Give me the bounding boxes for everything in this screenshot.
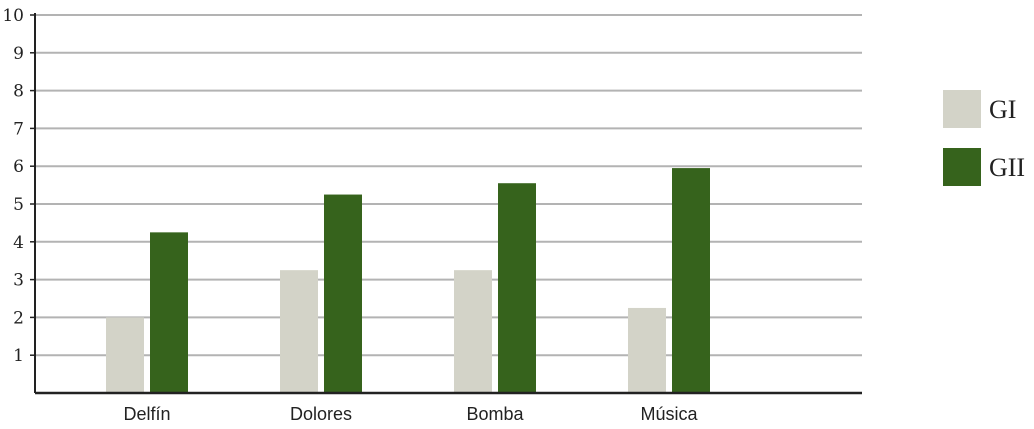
x-axis-ticks: Delfín Dolores Bomba Música xyxy=(123,404,698,424)
y-tick-label: 4 xyxy=(13,233,24,253)
bar-gii-2 xyxy=(498,183,536,393)
legend-swatch-gi xyxy=(943,90,981,128)
bars xyxy=(106,168,710,393)
bar-gi-3 xyxy=(628,307,666,393)
bar-gi-1 xyxy=(280,270,318,393)
legend-swatch-gii xyxy=(943,148,981,186)
x-tick-label: Bomba xyxy=(466,404,524,424)
x-tick-label: Dolores xyxy=(290,404,352,424)
y-tick-label: 10 xyxy=(2,6,24,26)
bar-gii-3 xyxy=(672,168,710,393)
legend-label-gi: GI xyxy=(989,95,1016,124)
y-tick-label: 9 xyxy=(13,44,24,64)
bar-gii-0 xyxy=(150,232,188,393)
bar-gi-0 xyxy=(106,317,144,393)
y-tick-label: 2 xyxy=(13,308,24,328)
legend: GI GII xyxy=(943,90,1025,186)
y-tick-label: 5 xyxy=(13,195,24,215)
x-tick-label: Música xyxy=(640,404,698,424)
y-tick-label: 8 xyxy=(13,82,24,102)
legend-label-gii: GII xyxy=(989,153,1025,182)
bar-gi-2 xyxy=(454,270,492,393)
y-axis-ticks: 1 2 3 4 5 6 7 8 9 10 xyxy=(2,6,24,366)
axes xyxy=(34,13,862,395)
bar-gii-1 xyxy=(324,194,362,393)
y-tick-label: 3 xyxy=(13,271,24,291)
y-tick-label: 1 xyxy=(13,346,24,366)
x-tick-label: Delfín xyxy=(123,404,170,424)
y-tick-label: 7 xyxy=(13,119,24,139)
y-tick-label: 6 xyxy=(13,157,24,177)
